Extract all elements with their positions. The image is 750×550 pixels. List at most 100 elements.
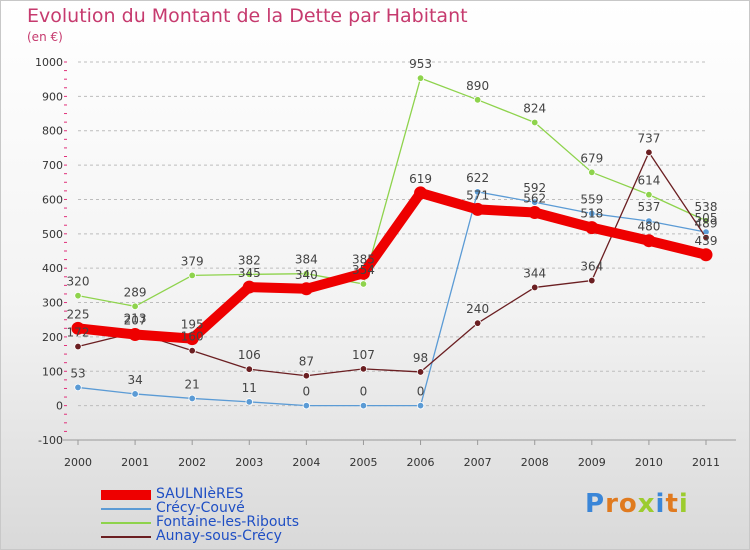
data-point (188, 394, 196, 403)
y-tick-label: 800 (42, 125, 63, 138)
data-label: 0 (360, 385, 368, 399)
y-tick-label: 400 (42, 262, 63, 275)
series-line (77, 77, 707, 307)
data-label: 439 (695, 234, 718, 248)
logo-letter: P (585, 489, 606, 519)
data-label: 385 (352, 252, 375, 266)
data-point (302, 372, 311, 380)
y-tick-label: 600 (42, 193, 63, 206)
chart-subtitle: (en €) (27, 30, 63, 44)
data-label: 87 (299, 355, 314, 369)
data-label: 11 (242, 381, 257, 395)
legend-swatch (101, 490, 151, 500)
x-tick-label: 2009 (578, 456, 606, 469)
data-label: 622 (466, 171, 489, 185)
axes: -100010020030040050060070080090010002000… (35, 56, 736, 469)
data-point (185, 332, 199, 346)
data-point (359, 365, 368, 373)
data-point (131, 302, 139, 311)
data-label: 737 (637, 131, 660, 145)
data-point (702, 233, 710, 242)
data-label: 107 (352, 348, 375, 362)
logo-letter: t (665, 489, 679, 519)
data-label: 344 (523, 266, 546, 280)
data-label: 538 (695, 200, 718, 214)
data-label: 537 (637, 200, 660, 214)
data-point (471, 202, 485, 216)
data-point (245, 270, 253, 279)
data-label: 953 (409, 57, 432, 71)
data-point (585, 221, 599, 235)
data-point (702, 217, 710, 225)
data-label: 34 (127, 373, 142, 387)
data-point (473, 188, 482, 196)
data-label: 207 (124, 314, 147, 328)
data-point (74, 383, 82, 392)
data-point (302, 401, 311, 410)
x-tick-label: 2003 (235, 456, 263, 469)
data-point (188, 346, 196, 355)
data-point (131, 390, 139, 398)
data-label: 195 (181, 318, 204, 332)
data-point (473, 96, 482, 104)
data-label: 345 (238, 266, 261, 280)
data-point (645, 217, 653, 225)
y-tick-label: 1000 (35, 56, 63, 69)
data-label: 240 (466, 302, 489, 316)
logo-letter: i (678, 489, 689, 519)
data-point (645, 190, 653, 199)
series-line (73, 187, 711, 344)
data-label: 354 (352, 263, 375, 277)
legend-swatch (101, 508, 151, 510)
data-label: 98 (413, 351, 428, 365)
data-point (531, 118, 539, 127)
x-tick-label: 2008 (521, 456, 549, 469)
logo-letter: r (605, 489, 619, 519)
data-label: 382 (238, 253, 261, 267)
x-tick-label: 2007 (464, 456, 492, 469)
series-line (77, 191, 707, 407)
data-point (416, 74, 425, 82)
data-label: 289 (124, 285, 147, 299)
data-label: 379 (181, 254, 204, 268)
data-label: 340 (295, 268, 318, 282)
data-point (473, 319, 482, 327)
data-point (302, 269, 311, 278)
data-label: 106 (238, 348, 261, 362)
x-tick-label: 2000 (64, 456, 92, 469)
y-tick-label: 100 (42, 365, 63, 378)
data-label: 320 (67, 275, 90, 289)
data-label: 562 (523, 192, 546, 206)
data-label: 518 (580, 207, 603, 221)
x-tick-label: 2004 (292, 456, 320, 469)
x-tick-label: 2005 (349, 456, 377, 469)
data-label: 225 (67, 307, 90, 321)
data-label: 21 (185, 377, 200, 391)
data-label: 614 (637, 174, 660, 188)
series-lines (71, 74, 713, 410)
data-point (645, 148, 653, 157)
y-tick-label: 0 (56, 400, 63, 413)
data-point (299, 282, 313, 296)
data-label: 619 (409, 172, 432, 186)
data-label: 364 (580, 260, 603, 274)
y-tick-label: 700 (42, 159, 63, 172)
data-label: 172 (67, 326, 90, 340)
data-point (242, 280, 256, 294)
data-point (531, 283, 539, 292)
x-tick-label: 2006 (407, 456, 435, 469)
series-line (77, 151, 707, 377)
y-tick-label: 900 (42, 90, 63, 103)
data-label: 559 (580, 193, 603, 207)
data-point (531, 198, 539, 206)
data-label: 592 (523, 181, 546, 195)
chart-title: Evolution du Montant de la Dette par Hab… (27, 5, 468, 27)
data-point (128, 328, 142, 342)
proxiti-logo: Proxiti (585, 489, 689, 519)
data-label: 480 (637, 220, 660, 234)
y-tick-label: 500 (42, 228, 63, 241)
legend-swatch (101, 536, 151, 538)
logo-letter: o (618, 489, 638, 519)
data-label: 890 (466, 79, 489, 93)
